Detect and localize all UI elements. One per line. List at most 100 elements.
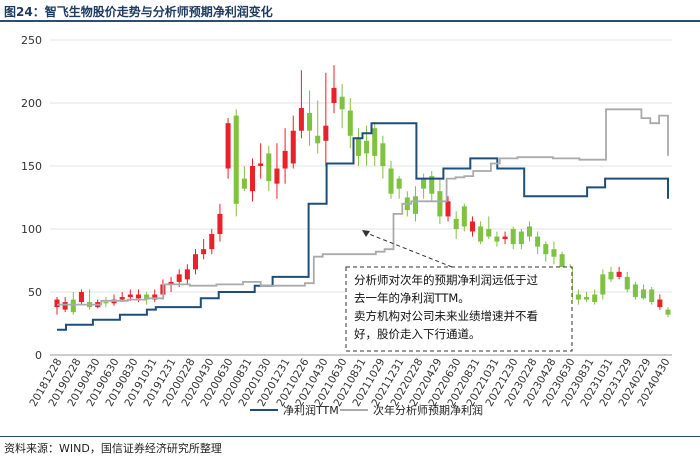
candle — [152, 289, 158, 303]
legend: 净利润TTM 次年分析师预期净利润 — [250, 403, 483, 417]
candle — [339, 84, 345, 129]
candle-body — [608, 271, 614, 280]
candle-body — [364, 140, 370, 154]
annotation-text: 去一年的净利润TTM。 — [354, 291, 470, 305]
y-tick-label: 250 — [21, 34, 42, 47]
series-lines — [57, 108, 669, 331]
candle-body — [217, 213, 223, 235]
legend-label-forecast: 次年分析师预期净利润 — [373, 403, 483, 417]
candle-body — [192, 254, 199, 270]
series-line-ttm — [57, 122, 669, 331]
annotation-text: 卖方机构对公司未来业绩增速并不看 — [354, 309, 538, 323]
candle — [665, 307, 671, 318]
candle-body — [453, 218, 459, 229]
candle-body — [103, 302, 109, 304]
candle-body — [461, 206, 467, 227]
candle — [592, 289, 598, 305]
candle — [421, 173, 427, 199]
candle — [543, 241, 549, 262]
candle-body — [388, 168, 394, 194]
candle — [290, 115, 296, 169]
candle — [307, 90, 313, 146]
candle — [412, 186, 418, 222]
candle-body — [54, 299, 60, 308]
candle — [192, 249, 199, 275]
candle-body — [502, 236, 508, 240]
candle — [608, 266, 614, 282]
candle-body — [526, 226, 533, 237]
x-axis: 2018122820190228201904302019063020190830… — [27, 356, 672, 409]
candle — [632, 281, 638, 300]
footer-rule — [0, 436, 700, 437]
candle — [551, 241, 557, 265]
candle — [575, 289, 581, 305]
candle-body — [127, 294, 133, 298]
title-rule — [0, 20, 700, 22]
candle-body — [624, 276, 630, 290]
candle — [584, 292, 590, 303]
candle — [453, 211, 459, 240]
candle-body — [494, 236, 500, 242]
candle-body — [551, 249, 557, 257]
candle-body — [445, 201, 451, 217]
candle-body — [535, 236, 541, 247]
candle-body — [518, 231, 524, 245]
annotation: 分析师对次年的预期净利润远低于过去一年的净利润TTM。卖方机构对公司未来业绩增速… — [345, 230, 573, 352]
y-axis: 0 50 100 150 200 250 — [21, 34, 672, 362]
y-tick-label: 50 — [28, 286, 42, 299]
candle-body — [372, 128, 378, 156]
candle-body — [412, 196, 418, 214]
candle — [535, 231, 541, 255]
candle-body — [396, 178, 402, 189]
candle-body — [641, 289, 647, 299]
candle-body — [592, 294, 598, 303]
candle-body — [233, 115, 239, 204]
candle — [494, 231, 500, 247]
candle — [331, 65, 337, 114]
candle — [258, 143, 264, 179]
candle — [657, 294, 663, 310]
candle — [502, 231, 508, 245]
candle — [315, 100, 321, 154]
candle-body — [616, 271, 622, 277]
candle-body — [298, 108, 304, 131]
candle — [461, 203, 467, 232]
y-tick-label: 100 — [21, 223, 42, 236]
candle — [266, 145, 272, 192]
candle-body — [135, 294, 141, 299]
candle — [70, 292, 76, 315]
candle-body — [600, 274, 606, 295]
candle-body — [331, 87, 337, 103]
candle — [380, 135, 386, 179]
candle-body — [176, 274, 182, 282]
candle-body — [632, 284, 638, 298]
candle — [486, 216, 492, 240]
candle — [78, 289, 84, 305]
candle — [282, 128, 288, 184]
candle-body — [307, 113, 313, 131]
candle — [518, 229, 524, 250]
y-tick-label: 0 — [35, 349, 42, 362]
candle-body — [339, 96, 345, 110]
candle-body — [486, 229, 492, 237]
annotation-arrow — [363, 231, 453, 268]
candle-body — [62, 302, 68, 310]
candle — [298, 70, 304, 139]
candle-body — [258, 163, 264, 166]
candle-body — [429, 176, 435, 194]
annotation-text: 好，股价走入下行通道。 — [354, 327, 481, 341]
y-tick-label: 200 — [21, 97, 42, 110]
candle — [445, 196, 451, 222]
candle-body — [584, 297, 590, 300]
candle — [274, 143, 280, 199]
candle-body — [241, 178, 247, 189]
y-tick-label: 150 — [21, 160, 42, 173]
candle-body — [209, 234, 215, 250]
candle — [649, 286, 655, 305]
candle — [478, 221, 484, 245]
candle — [323, 72, 329, 166]
figure-title: 图24：智飞生物股价走势与分析师预期净利润变化 — [4, 5, 273, 19]
stock-chart: 0 50 100 150 200 250 201812282019022820190430… — [21, 34, 673, 417]
candle-body — [355, 138, 361, 156]
